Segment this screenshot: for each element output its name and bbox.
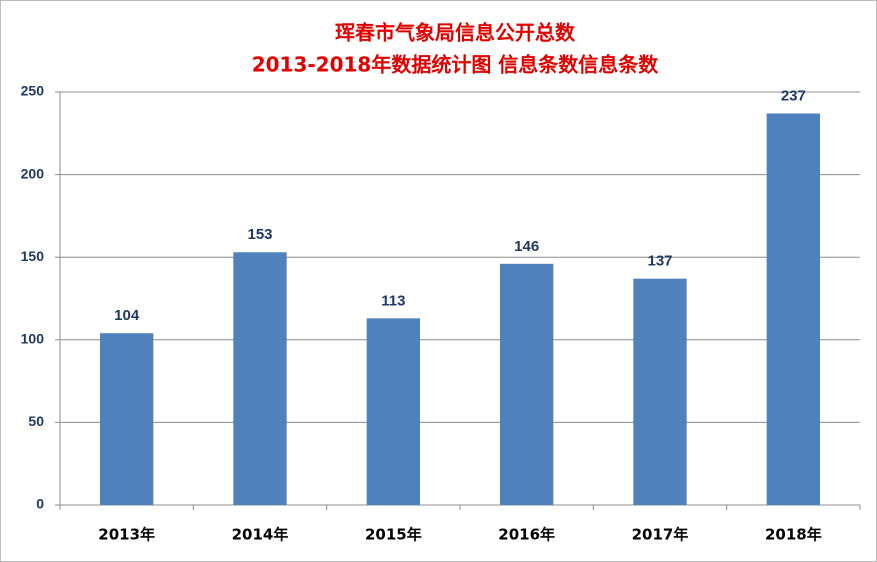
- bar: [766, 113, 820, 505]
- data-label: 113: [381, 292, 405, 309]
- x-tick-label: 2017年: [632, 526, 689, 544]
- chart-subtitle: 2013-2018年数据统计图 信息条数信息条数: [252, 53, 660, 77]
- bar: [366, 318, 420, 505]
- y-tick-label: 100: [21, 331, 45, 347]
- x-tick-label: 2014年: [232, 526, 289, 544]
- bar: [233, 252, 287, 505]
- bar: [633, 278, 687, 505]
- y-tick-label: 150: [21, 248, 45, 264]
- chart-title: 珲春市气象局信息公开总数: [335, 21, 576, 45]
- data-label: 146: [514, 238, 539, 255]
- x-tick-label: 2016年: [498, 526, 555, 544]
- data-label: 153: [247, 226, 272, 243]
- data-label: 104: [114, 307, 140, 324]
- y-tick-label: 250: [21, 83, 45, 99]
- x-tick-label: 2018年: [765, 526, 822, 544]
- data-label: 137: [647, 253, 672, 270]
- data-label: 237: [781, 87, 806, 104]
- bar: [500, 263, 554, 505]
- y-tick-label: 0: [36, 496, 44, 512]
- bar: [100, 333, 154, 505]
- y-tick-label: 50: [28, 413, 44, 429]
- x-tick-label: 2013年: [98, 526, 155, 544]
- y-tick-label: 200: [21, 165, 45, 181]
- x-tick-label: 2015年: [365, 526, 422, 544]
